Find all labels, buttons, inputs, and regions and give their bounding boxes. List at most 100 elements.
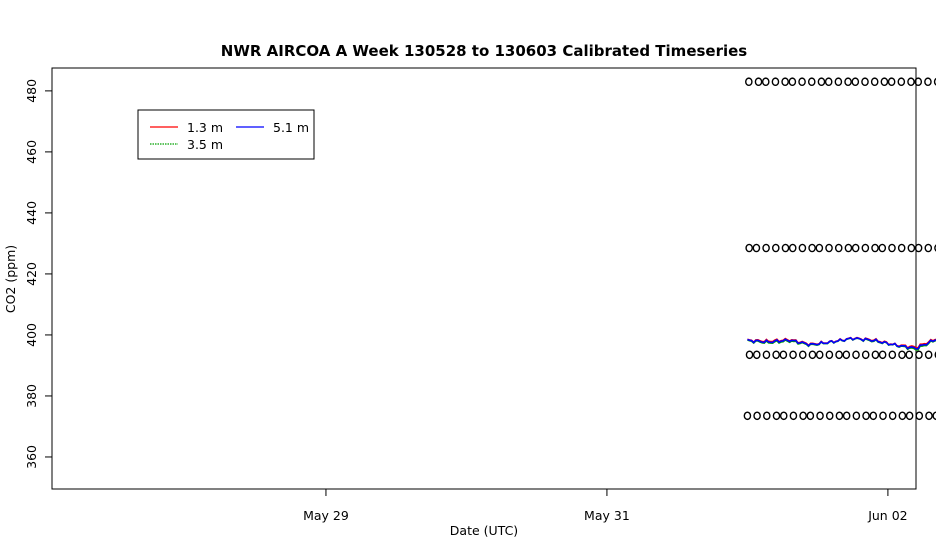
calibration-point [761, 77, 770, 87]
y-tick-label-0: 360 [24, 445, 39, 469]
legend-box [137, 109, 315, 160]
calibration-point [816, 411, 824, 421]
calibration-point [915, 411, 924, 421]
calibration-point [763, 411, 771, 421]
calibration-point [844, 77, 852, 87]
calibration-point [888, 350, 897, 360]
series-lines [747, 336, 936, 351]
calibration-point [898, 411, 907, 421]
calibration-point [851, 243, 860, 253]
series-line-51 [747, 336, 936, 350]
calibration-point [907, 243, 916, 253]
calibration-point [807, 77, 816, 87]
calibration-point [772, 350, 780, 360]
y-tick-label-5: 460 [24, 140, 39, 164]
calibration-point [743, 411, 752, 421]
calibration-point [915, 350, 923, 360]
calibration-point [752, 243, 761, 253]
calibration-point [798, 243, 807, 253]
y-tick-label-4: 440 [24, 201, 39, 225]
y-axis-label: CO2 (ppm) [3, 245, 18, 313]
calibration-point [825, 411, 834, 421]
calibration-point [753, 411, 761, 421]
calibration-point [824, 77, 833, 87]
calibration-point [799, 411, 807, 421]
legend-label-1: 1.3 m [187, 120, 223, 135]
calibration-point [844, 243, 853, 253]
calibration-point [817, 77, 826, 87]
calibration-point [745, 350, 754, 360]
y-tick-label-3: 420 [24, 262, 39, 286]
y-tick-label-1: 380 [24, 384, 39, 408]
x-tick-label-2: Jun 02 [867, 508, 907, 523]
calibration-point [932, 411, 936, 421]
calibration-point [788, 243, 797, 253]
calibration-point [781, 77, 789, 87]
plot-frame [51, 67, 917, 490]
calibration-point [789, 411, 798, 421]
calibration-point [934, 244, 936, 252]
calibration-point [779, 350, 788, 360]
calibration-point [852, 350, 860, 360]
calibration-point [871, 350, 880, 360]
calibration-point [808, 350, 817, 360]
calibration-point [835, 411, 844, 421]
calibration-point [905, 350, 914, 360]
calibration-point [798, 77, 806, 87]
calibration-point [861, 243, 870, 253]
calibration-point [806, 411, 815, 421]
calibration-point [887, 77, 896, 87]
x-tick-label-1: May 31 [584, 508, 630, 523]
legend-label-2: 3.5 m [187, 137, 223, 152]
calibration-point [852, 411, 861, 421]
calibration-point [788, 77, 797, 87]
calibration-point [888, 243, 896, 253]
calibration-point [934, 351, 936, 359]
calibration-point [851, 77, 860, 87]
calibration-point [815, 243, 824, 253]
calibration-point [798, 350, 807, 360]
calibration-point [878, 243, 887, 253]
calibration-point [924, 350, 933, 360]
calibration-point [762, 350, 771, 360]
calibration-point [897, 243, 906, 253]
y-axis: 360 380 400 420 440 460 480 [24, 79, 52, 469]
calibration-point [815, 350, 824, 360]
legend-label-3: 5.1 m [273, 120, 309, 135]
calibration-point [888, 411, 897, 421]
calibration-point [842, 350, 851, 360]
calibration-point [914, 77, 923, 87]
calibration-point [771, 243, 780, 253]
calibration-point [825, 350, 834, 360]
calibration-point [745, 77, 753, 87]
calibration-markers [743, 77, 936, 421]
calibration-point [905, 411, 914, 421]
calibration-point [754, 77, 763, 87]
calibration-point [924, 77, 932, 87]
calibration-point [861, 350, 870, 360]
calibration-point [779, 411, 788, 421]
calibration-point [745, 243, 753, 253]
calibration-point [834, 243, 843, 253]
calibration-point [897, 77, 906, 87]
calibration-point [870, 77, 879, 87]
calibration-point [762, 243, 770, 253]
x-tick-label-0: May 29 [303, 508, 349, 523]
calibration-point [914, 243, 923, 253]
calibration-point [781, 243, 790, 253]
calibration-point [898, 350, 906, 360]
x-axis-label: Date (UTC) [450, 523, 518, 538]
calibration-point [869, 411, 878, 421]
calibration-point [835, 350, 843, 360]
calibration-point [933, 77, 936, 86]
calibration-point [834, 77, 843, 87]
calibration-point [808, 243, 816, 253]
calibration-point [825, 243, 833, 253]
y-tick-label-2: 400 [24, 323, 39, 347]
calibration-point [861, 77, 869, 87]
calibration-point [772, 411, 781, 421]
calibration-point [879, 411, 887, 421]
calibration-point [752, 350, 761, 360]
